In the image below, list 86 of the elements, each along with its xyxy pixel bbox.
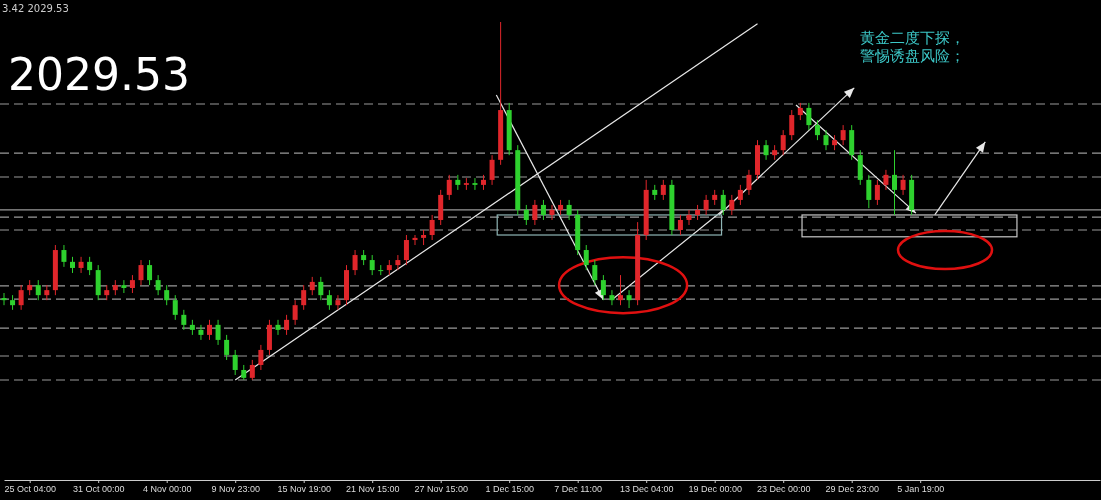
candlestick	[258, 344, 264, 371]
candlestick	[823, 129, 829, 151]
candlestick	[249, 359, 255, 381]
x-tick-label: 19 Dec 00:00	[688, 484, 742, 495]
candlestick	[18, 284, 24, 311]
annotation: 2029.53	[8, 49, 190, 100]
candlestick	[87, 256, 93, 276]
candlestick	[814, 119, 820, 141]
x-tick-label: 5 Jan 19:00	[897, 484, 945, 495]
candlestick	[592, 259, 598, 286]
candlestick	[720, 189, 726, 216]
candlestick	[540, 199, 546, 221]
candlestick	[866, 174, 872, 209]
candlestick	[489, 154, 495, 186]
candlestick	[600, 274, 606, 301]
candlestick	[309, 276, 315, 296]
candlestick	[198, 324, 204, 341]
candlestick	[215, 319, 221, 346]
candlestick	[737, 184, 743, 206]
candlestick	[472, 177, 478, 191]
candlestick	[172, 294, 178, 321]
candlestick	[121, 279, 127, 294]
candlestick	[780, 129, 786, 156]
candlestick	[532, 199, 538, 226]
candlestick	[403, 234, 409, 266]
candlestick	[746, 169, 752, 196]
candlestick	[292, 299, 298, 326]
candlestick	[892, 149, 897, 216]
candlestick	[883, 169, 889, 191]
candlestick	[181, 309, 187, 331]
candlestick	[155, 274, 161, 296]
x-tick-label: 21 Nov 15:00	[345, 484, 400, 495]
candlestick	[523, 204, 529, 226]
candlestick	[318, 276, 324, 301]
candlestick	[677, 214, 683, 236]
x-tick-label: 13 Dec 04:00	[619, 484, 674, 495]
candlestick	[789, 109, 795, 141]
x-tick-label: 7 Dec 11:00	[554, 484, 603, 495]
candlestick	[686, 209, 692, 226]
candlestick	[275, 319, 281, 336]
candlestick	[806, 102, 812, 131]
candlestick	[626, 289, 632, 309]
candlestick	[232, 349, 238, 376]
candlestick	[378, 264, 384, 276]
candlestick	[335, 294, 341, 311]
candlestick	[164, 284, 170, 306]
candlestick	[429, 214, 435, 241]
candlestick	[284, 314, 290, 336]
candlestick	[566, 199, 572, 221]
candlestick	[874, 179, 880, 206]
candlestick	[583, 244, 589, 271]
candlestick	[301, 284, 307, 311]
candlestick	[729, 194, 735, 216]
candlestick	[446, 174, 452, 201]
candlestick	[147, 259, 153, 286]
candlestick	[412, 234, 418, 246]
candlestick	[207, 319, 212, 341]
candlestick	[549, 204, 555, 221]
candlestick	[395, 254, 401, 271]
candlestick	[1, 292, 7, 306]
x-tick-label: 1 Dec 15:00	[485, 484, 534, 495]
candlestick	[369, 254, 375, 276]
candlestick	[660, 179, 666, 201]
x-tick-label: 29 Dec 23:00	[825, 484, 879, 495]
candlestick	[352, 249, 358, 276]
annotation: 黄金二度下探，警惕诱盘风险；	[860, 29, 965, 65]
x-tick-label: 25 Oct 04:00	[4, 484, 56, 495]
candlestick	[763, 139, 769, 161]
candlestick	[840, 124, 846, 146]
candlestick	[618, 274, 623, 306]
x-tick-label: 27 Nov 15:00	[414, 484, 468, 495]
x-tick-label: 9 Nov 23:00	[211, 484, 260, 495]
candlestick	[609, 289, 615, 306]
x-tick-label: 31 Oct 00:00	[72, 484, 125, 495]
candlestick	[703, 194, 709, 216]
x-tick-label: 4 Nov 00:00	[142, 484, 192, 495]
candlestick	[224, 334, 230, 361]
x-tick-label: 23 Dec 00:00	[756, 484, 811, 495]
candlestick	[138, 259, 144, 286]
candlestick	[326, 289, 332, 311]
text: 3.42 2029.53	[2, 3, 69, 14]
candlestick	[78, 256, 84, 274]
x-tick-label: 15 Nov 19:00	[277, 484, 331, 495]
candlestick	[61, 244, 67, 268]
candlestick	[35, 279, 41, 301]
candlestick	[900, 174, 906, 196]
